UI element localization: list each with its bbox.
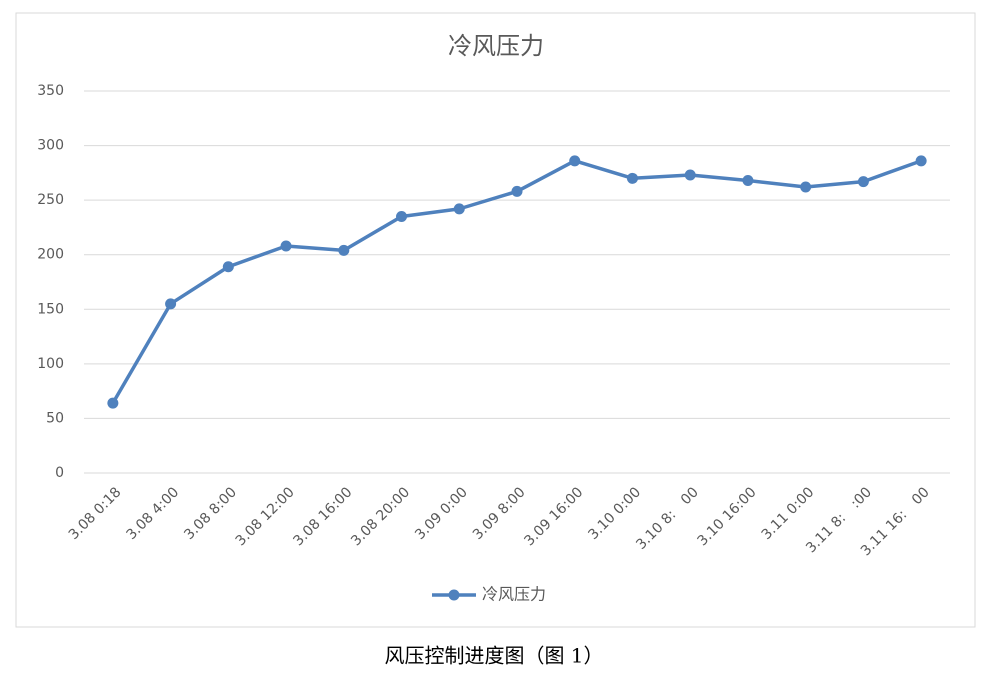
data-point	[800, 181, 812, 193]
data-point	[684, 169, 696, 181]
chart-title: 冷风压力	[448, 32, 544, 60]
legend-label: 冷风压力	[482, 585, 546, 604]
data-point	[742, 174, 754, 186]
data-point	[396, 211, 408, 223]
data-point	[915, 155, 927, 167]
y-tick-label: 300	[37, 138, 64, 154]
y-tick-label: 350	[37, 83, 64, 99]
data-point	[626, 172, 638, 184]
data-point	[107, 397, 119, 409]
data-point	[165, 298, 177, 310]
data-point	[222, 261, 234, 273]
legend-marker	[448, 589, 460, 601]
data-point	[338, 244, 350, 256]
chart-frame	[15, 12, 976, 628]
data-point	[569, 155, 581, 167]
y-tick-label: 50	[46, 410, 64, 426]
data-point	[511, 185, 523, 197]
y-tick-label: 150	[37, 301, 64, 317]
caption: 风压控制进度图（图 1）	[384, 644, 603, 668]
y-tick-label: 100	[37, 356, 64, 372]
y-tick-label: 250	[37, 192, 64, 208]
data-point	[280, 240, 292, 252]
y-tick-label: 200	[37, 247, 64, 263]
data-point	[453, 203, 465, 215]
data-point	[857, 176, 869, 188]
y-tick-label: 0	[55, 465, 64, 481]
